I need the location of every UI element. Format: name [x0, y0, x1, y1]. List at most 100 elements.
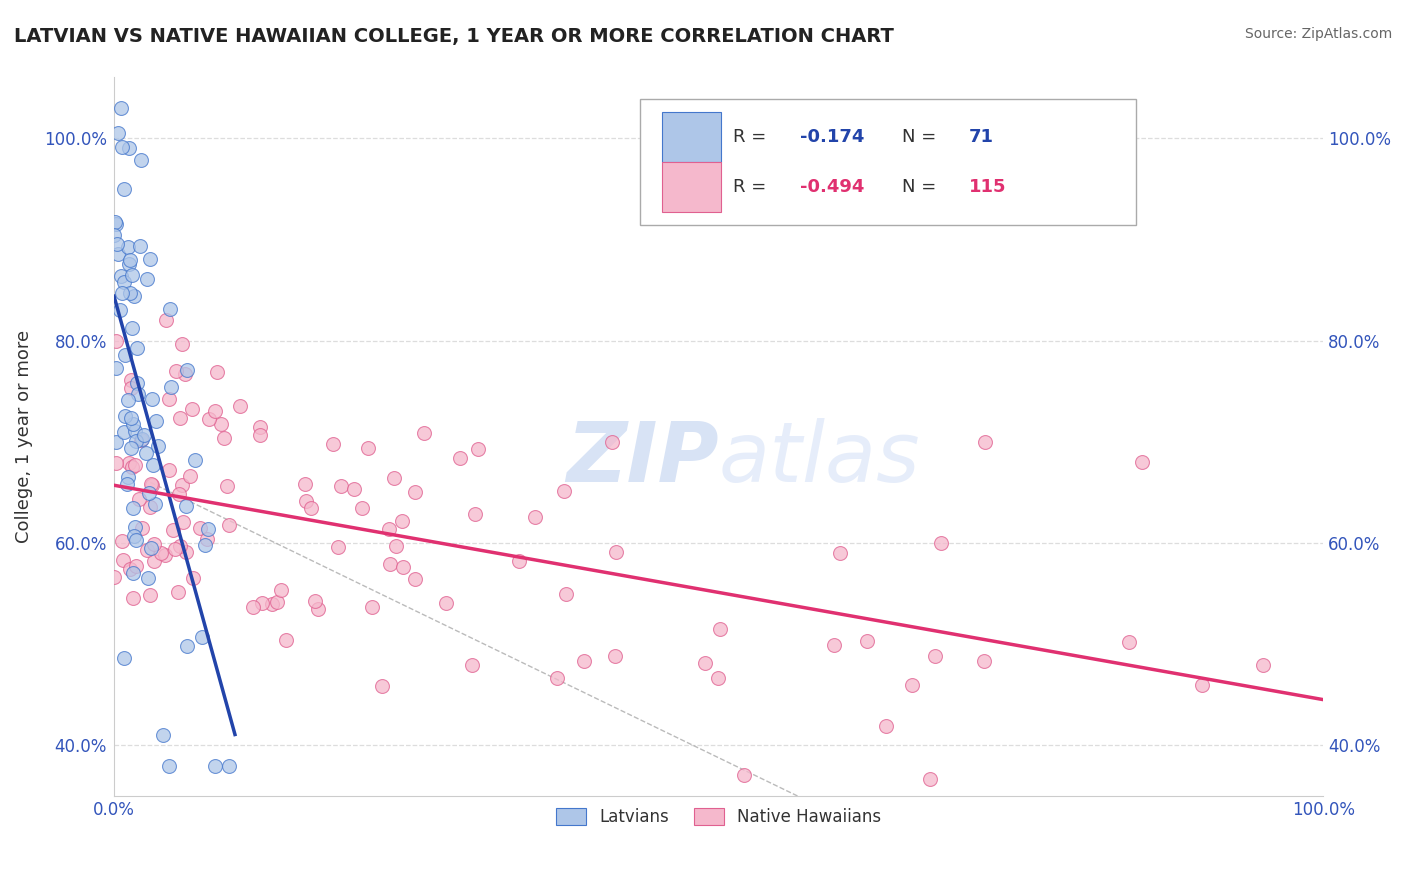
Point	[120, 372, 142, 386]
Point	[105, 334, 128, 348]
Point	[122, 591, 145, 605]
Point	[600, 434, 623, 449]
Point	[391, 515, 413, 529]
Point	[828, 546, 851, 560]
Point	[131, 432, 153, 446]
Point	[107, 126, 129, 140]
Point	[165, 541, 187, 556]
Point	[382, 471, 405, 485]
Point	[343, 482, 366, 496]
Point	[195, 532, 218, 546]
Point	[1191, 678, 1213, 692]
Point	[918, 772, 941, 786]
Point	[162, 523, 184, 537]
Point	[249, 427, 271, 442]
Point	[176, 639, 198, 653]
Point	[707, 671, 730, 685]
Point	[127, 376, 149, 391]
Point	[167, 584, 190, 599]
Point	[129, 153, 152, 167]
Point	[157, 758, 180, 772]
Point	[125, 533, 148, 548]
Point	[391, 560, 413, 574]
Point	[229, 400, 252, 414]
Point	[117, 393, 139, 408]
Point	[120, 411, 142, 425]
Point	[125, 341, 148, 355]
Point	[135, 446, 157, 460]
Point	[574, 654, 596, 668]
Point	[139, 500, 162, 515]
FancyBboxPatch shape	[640, 99, 1136, 225]
Point	[973, 434, 995, 449]
Point	[605, 545, 627, 559]
Point	[361, 600, 384, 615]
Point	[404, 572, 426, 586]
Point	[434, 596, 457, 610]
Point	[181, 571, 204, 585]
Point	[328, 540, 350, 554]
Point	[114, 409, 136, 423]
Point	[121, 321, 143, 335]
Point	[176, 363, 198, 377]
Point	[134, 428, 156, 442]
Point	[378, 522, 401, 536]
Point	[1118, 634, 1140, 648]
Point	[464, 508, 486, 522]
Point	[378, 558, 401, 572]
Point	[157, 463, 180, 477]
Point	[160, 380, 183, 394]
Point	[307, 601, 329, 615]
Point	[112, 182, 135, 196]
Point	[120, 252, 142, 267]
Point	[111, 286, 134, 301]
Point	[709, 622, 731, 636]
Point	[125, 559, 148, 574]
Point	[172, 515, 194, 529]
Point	[111, 552, 134, 566]
Point	[103, 227, 125, 242]
Point	[929, 536, 952, 550]
Point	[112, 425, 135, 439]
Point	[404, 484, 426, 499]
Point	[209, 417, 232, 431]
Point	[523, 510, 546, 524]
Point	[120, 562, 142, 576]
Point	[104, 360, 127, 375]
Point	[127, 387, 149, 401]
Point	[112, 276, 135, 290]
Point	[105, 456, 128, 470]
Point	[304, 594, 326, 608]
Text: -0.494: -0.494	[800, 178, 863, 196]
Point	[105, 434, 128, 449]
Text: R =: R =	[733, 178, 772, 196]
Point	[385, 539, 408, 553]
Point	[973, 654, 995, 668]
Point	[179, 468, 201, 483]
Point	[155, 548, 177, 562]
Text: -0.174: -0.174	[800, 128, 863, 145]
Point	[249, 419, 271, 434]
Point	[121, 268, 143, 282]
Point	[508, 554, 530, 568]
Point	[1130, 455, 1153, 469]
Point	[142, 458, 165, 472]
Point	[111, 140, 134, 154]
Point	[141, 477, 163, 491]
Point	[262, 598, 284, 612]
Point	[124, 520, 146, 534]
Point	[330, 478, 353, 492]
Point	[138, 486, 160, 500]
Point	[357, 441, 380, 455]
Point	[169, 487, 191, 501]
Point	[546, 671, 568, 685]
Point	[270, 583, 292, 598]
Point	[110, 101, 132, 115]
Text: ZIP: ZIP	[567, 417, 718, 499]
Point	[172, 337, 194, 351]
Point	[157, 392, 180, 406]
Point	[110, 269, 132, 284]
Text: LATVIAN VS NATIVE HAWAIIAN COLLEGE, 1 YEAR OR MORE CORRELATION CHART: LATVIAN VS NATIVE HAWAIIAN COLLEGE, 1 YE…	[14, 27, 894, 45]
Text: 115: 115	[969, 178, 1007, 196]
Point	[111, 533, 134, 548]
